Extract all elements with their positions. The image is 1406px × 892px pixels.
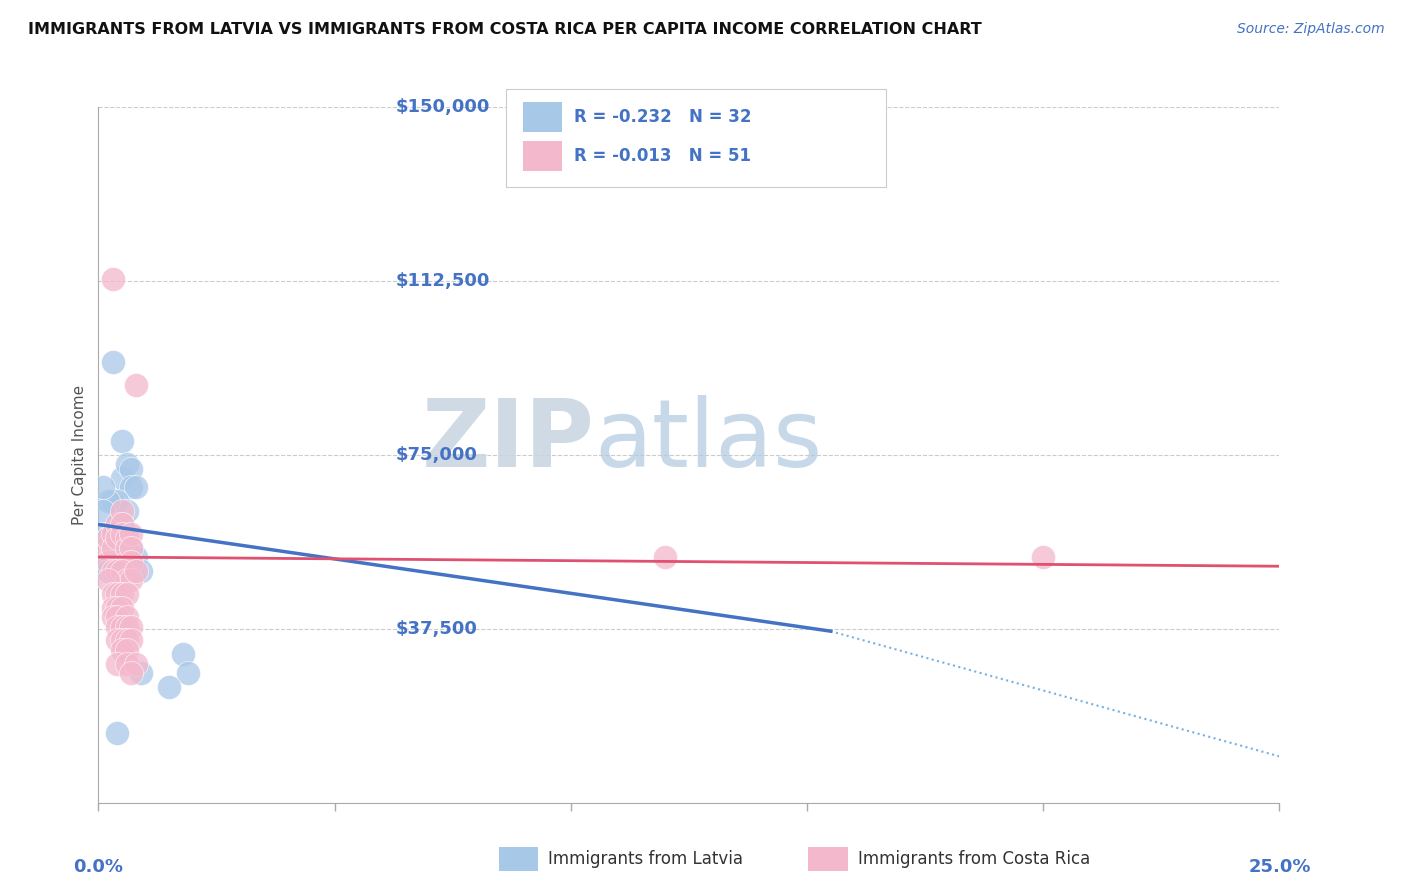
Point (121, 555, 143, 569)
Point (101, 564, 124, 578)
Point (115, 573, 138, 587)
Point (111, 517, 134, 532)
Text: Immigrants from Costa Rica: Immigrants from Costa Rica (858, 850, 1090, 868)
Point (105, 726, 128, 740)
Text: atlas: atlas (595, 395, 823, 487)
Point (111, 619, 134, 633)
Point (115, 457, 138, 471)
Text: ZIP: ZIP (422, 395, 595, 487)
Point (105, 619, 128, 633)
Point (101, 549, 124, 564)
Point (111, 633, 134, 648)
Point (105, 587, 128, 601)
Text: Immigrants from Latvia: Immigrants from Latvia (548, 850, 744, 868)
Point (111, 434, 134, 448)
Point (121, 573, 143, 587)
Point (97, 532, 120, 546)
Text: $37,500: $37,500 (396, 620, 478, 638)
Point (101, 541, 124, 555)
Point (125, 657, 148, 671)
Point (121, 526, 143, 541)
Point (111, 503, 134, 517)
Point (105, 532, 128, 546)
Point (654, 549, 676, 564)
Point (97, 532, 120, 546)
Point (101, 494, 124, 508)
Point (105, 633, 128, 648)
Point (91, 480, 114, 494)
Y-axis label: Per Capita Income: Per Capita Income (72, 384, 87, 525)
Point (115, 541, 138, 555)
Point (105, 657, 128, 671)
Text: IMMIGRANTS FROM LATVIA VS IMMIGRANTS FROM COSTA RICA PER CAPITA INCOME CORRELATI: IMMIGRANTS FROM LATVIA VS IMMIGRANTS FRO… (28, 22, 981, 37)
Point (121, 480, 143, 494)
Point (111, 471, 134, 485)
Point (97, 573, 120, 587)
Point (101, 601, 124, 615)
Point (91, 503, 114, 517)
Point (105, 610, 128, 624)
Point (97, 555, 120, 569)
Text: Source: ZipAtlas.com: Source: ZipAtlas.com (1237, 22, 1385, 37)
Point (125, 480, 148, 494)
Point (115, 657, 138, 671)
Point (121, 619, 143, 633)
Point (125, 549, 148, 564)
Point (101, 526, 124, 541)
Point (115, 587, 138, 601)
Point (111, 526, 134, 541)
Point (121, 541, 143, 555)
Text: R = -0.013   N = 51: R = -0.013 N = 51 (574, 147, 751, 165)
Point (101, 587, 124, 601)
Point (115, 555, 138, 569)
Point (121, 462, 143, 476)
Point (105, 601, 128, 615)
Point (129, 564, 152, 578)
Point (105, 494, 128, 508)
Point (157, 680, 180, 694)
Point (101, 271, 124, 285)
Point (111, 555, 134, 569)
Point (115, 642, 138, 657)
Point (111, 587, 134, 601)
Point (172, 648, 194, 662)
Point (115, 503, 138, 517)
Point (105, 517, 128, 532)
Point (111, 601, 134, 615)
Point (101, 610, 124, 624)
Point (121, 665, 143, 680)
Text: 0.0%: 0.0% (73, 858, 124, 877)
Point (125, 564, 148, 578)
Point (115, 633, 138, 648)
Point (111, 642, 134, 657)
Point (121, 541, 143, 555)
Point (111, 517, 134, 532)
Text: R = -0.232   N = 32: R = -0.232 N = 32 (574, 108, 751, 126)
Point (105, 526, 128, 541)
Point (97, 555, 120, 569)
Text: $150,000: $150,000 (396, 98, 491, 116)
Point (111, 564, 134, 578)
Point (105, 517, 128, 532)
Point (121, 633, 143, 648)
Point (129, 665, 152, 680)
Point (97, 494, 120, 508)
Text: $75,000: $75,000 (396, 446, 478, 464)
Point (115, 532, 138, 546)
Point (101, 541, 124, 555)
Point (115, 619, 138, 633)
Point (1032, 549, 1054, 564)
Text: $112,500: $112,500 (396, 272, 491, 290)
Point (115, 526, 138, 541)
Point (91, 526, 114, 541)
Point (101, 355, 124, 369)
Point (177, 665, 200, 680)
Text: 25.0%: 25.0% (1249, 858, 1310, 877)
Point (125, 378, 148, 392)
Point (91, 541, 114, 555)
Point (97, 564, 120, 578)
Point (105, 564, 128, 578)
Point (115, 610, 138, 624)
